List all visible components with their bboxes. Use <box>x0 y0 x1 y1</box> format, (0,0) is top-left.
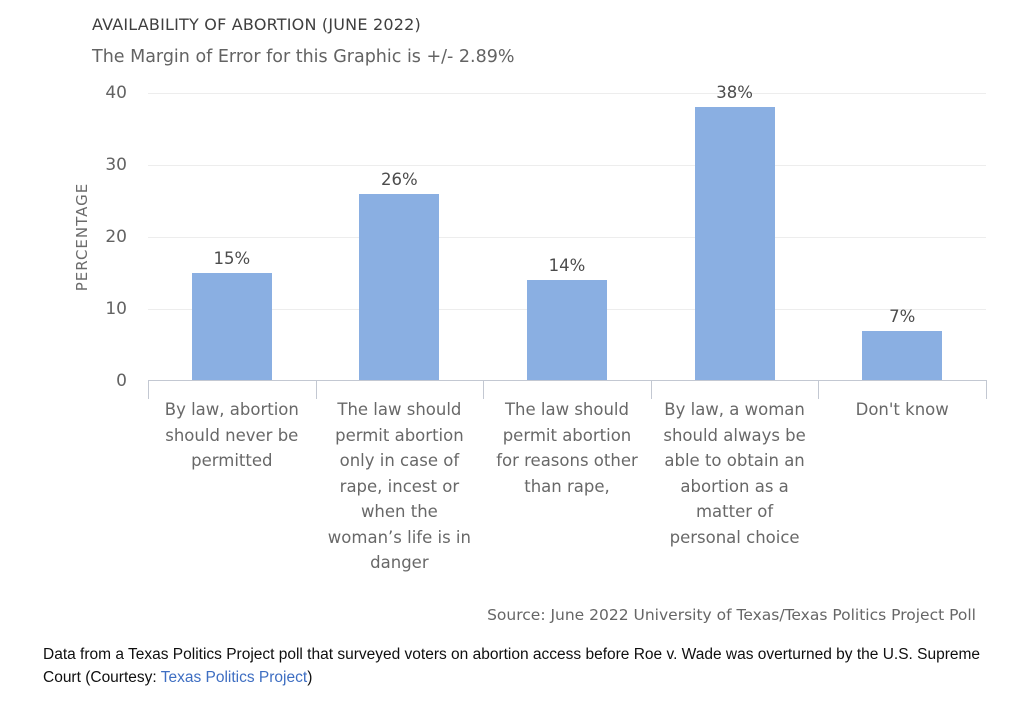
gridline <box>148 165 986 166</box>
x-axis-tick <box>483 380 484 399</box>
bar-cell: 15% <box>148 93 316 381</box>
category-label: By law, a woman should always be able to… <box>663 400 806 547</box>
plot-area: 15% 26% 14% 38% 7% <box>148 83 986 381</box>
chart-subtitle: The Margin of Error for this Graphic is … <box>92 47 515 67</box>
y-tick-label: 40 <box>105 83 127 103</box>
bar <box>694 107 775 381</box>
bar-cell: 38% <box>651 83 819 381</box>
source-note: Source: June 2022 University of Texas/Te… <box>487 606 976 624</box>
x-axis-tick <box>818 380 819 399</box>
category-label: The law should permit abortion only in c… <box>327 400 471 572</box>
bar-cell: 7% <box>818 93 986 381</box>
bar <box>191 273 272 381</box>
bar-value-label: 15% <box>213 249 251 268</box>
bar-value-label: 38% <box>716 83 753 103</box>
x-axis-tick <box>651 380 652 399</box>
bar-value-label: 14% <box>548 256 586 276</box>
category-label: By law, abortion should never be permitt… <box>164 400 299 470</box>
texas-politics-project-link[interactable]: Texas Politics Project <box>160 668 308 686</box>
bar <box>526 280 607 381</box>
y-tick-label: 0 <box>116 371 127 391</box>
bar <box>862 330 943 381</box>
y-tick-label: 30 <box>105 155 127 175</box>
x-axis-line <box>148 380 987 381</box>
bar <box>359 193 440 381</box>
bar-value-label: 26% <box>381 169 418 189</box>
x-axis-tick <box>316 380 317 399</box>
x-axis-tick <box>148 380 149 399</box>
bar-cell: 14% <box>483 93 651 381</box>
y-tick-label: 20 <box>105 227 127 247</box>
image-caption: Data from a Texas Politics Project poll … <box>43 644 988 689</box>
bar-value-label: 7% <box>889 306 916 326</box>
gridline <box>148 93 986 94</box>
chart-title: AVAILABILITY OF ABORTION (JUNE 2022) <box>92 15 421 34</box>
y-tick-label: 10 <box>105 299 127 319</box>
gridline <box>148 237 986 238</box>
x-axis-tick <box>986 380 987 399</box>
category-label: The law should permit abortion for reaso… <box>496 400 638 496</box>
caption-text-before: Data from a Texas Politics Project poll … <box>43 646 981 686</box>
bar-cell: 26% <box>316 93 484 381</box>
caption-text-after: ) <box>307 668 313 686</box>
category-label: Don't know <box>855 400 949 419</box>
